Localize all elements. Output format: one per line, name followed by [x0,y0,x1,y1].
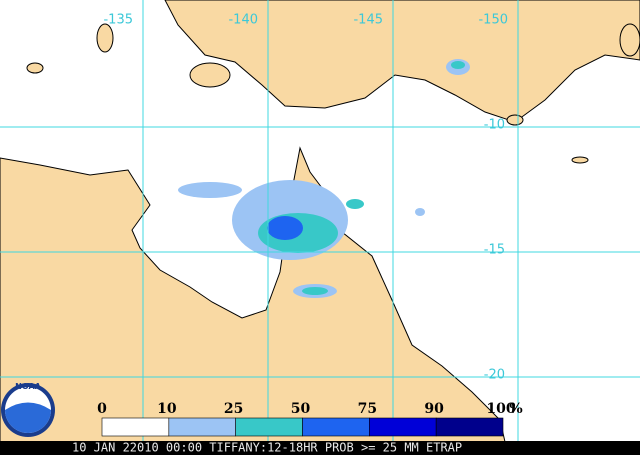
latitude-label: -10 [484,118,505,133]
legend-tick-label: 0 [97,401,107,417]
legend-tick-label: 50 [291,401,311,417]
legend-tick-label: 25 [224,401,243,417]
legend: 0 10 25 50 75 90 100% [97,401,523,437]
legend-tick-label: 90 [424,401,444,417]
logo-text: NOAA [15,382,41,391]
legend-swatch [168,417,236,437]
noaa-logo: NOAA [1,382,55,437]
longitude-label: -135 [103,13,133,28]
longitude-label: -140 [228,13,258,28]
legend-tick-label: 75 [358,401,377,417]
legend-swatch [302,417,370,437]
longitude-label: -150 [478,13,508,28]
prob-area [451,61,465,69]
legend-swatch [369,417,437,437]
legend-tick-label: 100 [486,401,515,417]
precipitation [178,59,470,298]
prob-area [346,199,364,209]
prob-area [302,287,328,295]
caption-bar [0,441,640,455]
latitude-label: -20 [484,368,505,383]
longitude-label: -145 [353,13,383,28]
legend-unit: % [509,401,522,417]
caption: 10 JAN 22010 00:00 TIFFANY:12-18HR PROB … [72,441,462,455]
legend-tick-label: 10 [157,401,177,417]
legend-swatch [101,417,170,437]
prob-area [178,182,242,198]
prob-area [415,208,425,216]
latitude-label: -15 [484,243,505,258]
legend-swatch [435,417,504,437]
logo-wave [5,402,51,433]
legend-swatch [235,417,303,437]
prob-area [267,216,303,240]
graticule: -135 -140 -145 -150 -10 -15 -20 [0,0,640,441]
